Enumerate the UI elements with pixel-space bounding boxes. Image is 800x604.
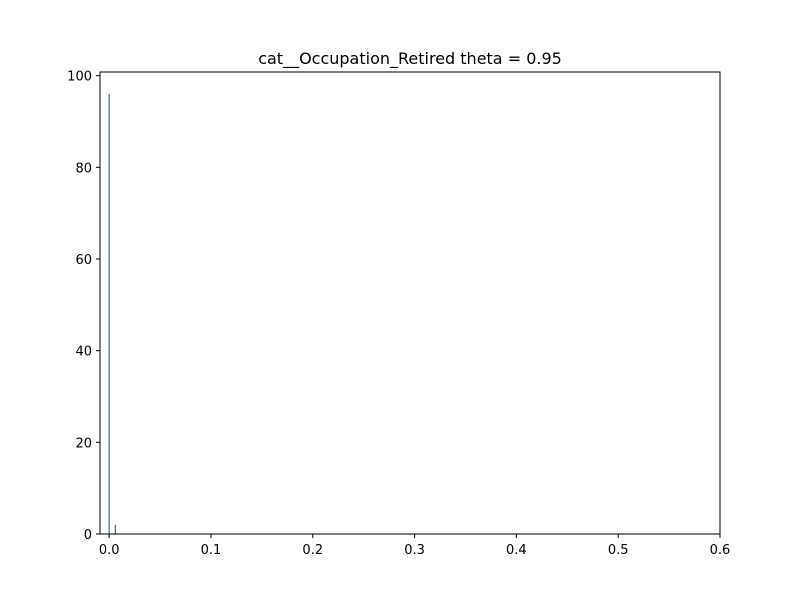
x-tick-label: 0.4 — [506, 543, 527, 558]
y-tick-label: 100 — [67, 70, 92, 85]
chart-title: cat__Occupation_Retired theta = 0.95 — [258, 49, 562, 69]
y-tick-label: 80 — [75, 161, 92, 176]
y-tick-label: 40 — [75, 345, 92, 360]
bars-layer — [108, 94, 116, 534]
x-tick-label: 0.3 — [404, 543, 425, 558]
histogram-bar — [108, 94, 110, 534]
histogram-bar — [114, 524, 116, 534]
y-tick-label: 20 — [75, 436, 92, 451]
y-axis: 0 20 40 60 80 100 — [67, 70, 100, 543]
plot-frame — [99, 71, 721, 535]
x-tick-label: 0.6 — [710, 543, 731, 558]
x-tick-label: 0.0 — [99, 543, 120, 558]
y-tick-label: 60 — [75, 253, 92, 268]
x-tick-label: 0.2 — [302, 543, 323, 558]
x-tick-label: 0.1 — [201, 543, 222, 558]
x-axis: 0.0 0.1 0.2 0.3 0.4 0.5 0.6 — [99, 534, 731, 558]
x-tick-label: 0.5 — [608, 543, 629, 558]
y-tick-label: 0 — [84, 528, 92, 543]
